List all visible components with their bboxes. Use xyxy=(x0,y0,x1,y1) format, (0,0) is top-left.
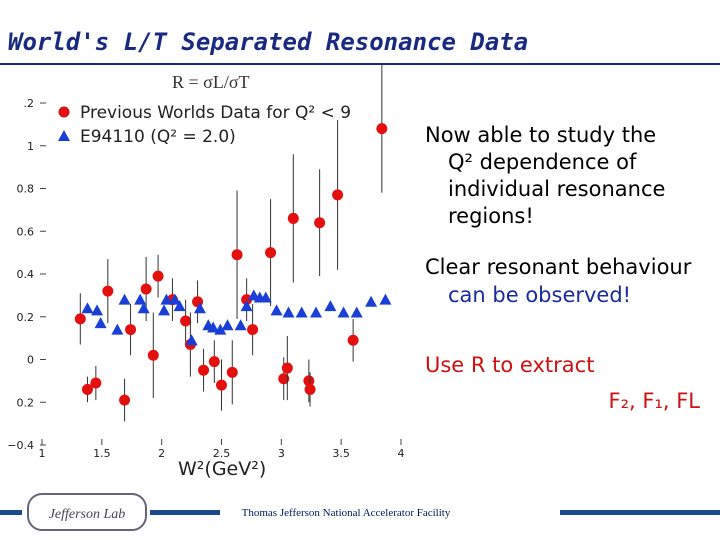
bullet-line: Clear resonant behaviour xyxy=(425,255,692,279)
point xyxy=(90,377,102,389)
x-tick-label: 2.5 xyxy=(213,447,231,460)
point xyxy=(376,123,388,135)
logo xyxy=(27,493,147,531)
point xyxy=(226,366,238,378)
point xyxy=(208,356,220,368)
point xyxy=(81,383,93,395)
point xyxy=(303,375,315,387)
y-tick-label: 0.2 xyxy=(17,311,35,324)
y-tick-label: 0.4 xyxy=(17,268,35,281)
point xyxy=(94,317,107,329)
legend-label: E94110 (Q² = 2.0) xyxy=(80,127,236,147)
logo-text: Jefferson Lab xyxy=(49,507,126,522)
point xyxy=(119,394,131,406)
y-tick-label: −0.4 xyxy=(7,439,34,452)
point xyxy=(216,379,227,391)
point xyxy=(185,334,198,346)
point xyxy=(147,349,159,361)
legend-label: Previous Worlds Data for Q² < 9 xyxy=(80,103,351,123)
point xyxy=(295,306,308,318)
footer-bar xyxy=(0,510,22,515)
bullets: Now able to study the Q² dependence of i… xyxy=(425,123,700,413)
x-tick-label: 3 xyxy=(278,447,285,460)
slide-title: World's L/T Separated Resonance Data xyxy=(8,28,528,56)
footer-bar xyxy=(150,510,220,515)
point xyxy=(152,270,164,282)
point xyxy=(102,285,114,297)
point xyxy=(314,217,326,229)
point xyxy=(282,306,295,318)
y-tick-label: 0.8 xyxy=(17,183,35,196)
chart-title: R = σL/σT xyxy=(172,72,250,92)
x-tick-label: 1 xyxy=(39,447,46,460)
point xyxy=(140,283,152,295)
point xyxy=(198,364,210,376)
footer-text: Thomas Jefferson National Accelerator Fa… xyxy=(242,507,451,519)
point xyxy=(265,247,277,259)
point xyxy=(287,212,299,224)
x-tick-label: 3.5 xyxy=(332,447,350,460)
point xyxy=(214,323,227,335)
point xyxy=(234,319,247,331)
x-axis-label: W²(GeV²) xyxy=(178,458,266,480)
point xyxy=(91,304,104,316)
point xyxy=(207,321,220,333)
point xyxy=(270,304,283,316)
point xyxy=(111,323,124,335)
bullet-line: Q² dependence of xyxy=(448,150,637,174)
point xyxy=(240,300,253,312)
y-tick-label: .2 xyxy=(24,97,35,110)
y-tick-label: 1 xyxy=(27,140,34,153)
point xyxy=(81,302,94,314)
y-tick-label: 0.2 xyxy=(17,396,35,409)
point xyxy=(347,334,359,346)
point xyxy=(134,293,147,305)
bullet-line: individual resonance xyxy=(448,177,665,201)
point xyxy=(304,383,316,395)
y-tick-label: 0.6 xyxy=(17,225,35,238)
bullet-line: regions! xyxy=(448,204,534,228)
point xyxy=(74,313,86,325)
point xyxy=(350,306,363,318)
point xyxy=(247,324,259,336)
point xyxy=(337,306,350,318)
point xyxy=(365,295,378,307)
bullet-line: Use R to extract xyxy=(425,353,594,377)
point xyxy=(173,300,186,312)
point xyxy=(160,293,173,305)
footer-bar xyxy=(560,510,720,515)
point xyxy=(137,302,150,314)
point xyxy=(379,293,392,305)
point xyxy=(241,294,253,306)
point xyxy=(125,324,137,336)
point xyxy=(168,293,181,305)
point xyxy=(278,373,290,385)
point xyxy=(310,306,323,318)
x-tick-label: 1.5 xyxy=(93,447,111,460)
bullet-line: can be observed! xyxy=(448,283,631,307)
x-tick-label: 2 xyxy=(158,447,165,460)
y-tick-label: 0 xyxy=(27,354,34,367)
legend-marker xyxy=(58,106,70,118)
point xyxy=(259,291,272,303)
point xyxy=(118,293,131,305)
point xyxy=(221,319,234,331)
point xyxy=(158,304,171,316)
point xyxy=(324,300,337,312)
legend-marker xyxy=(58,130,70,141)
bullet-line: F₂, F₁, FL xyxy=(609,389,701,413)
point xyxy=(180,315,192,327)
x-tick-label: 4 xyxy=(398,447,405,460)
point xyxy=(332,189,344,201)
point xyxy=(231,249,243,261)
point xyxy=(193,302,206,314)
point xyxy=(281,362,293,374)
bullet-line: Now able to study the xyxy=(425,123,656,147)
